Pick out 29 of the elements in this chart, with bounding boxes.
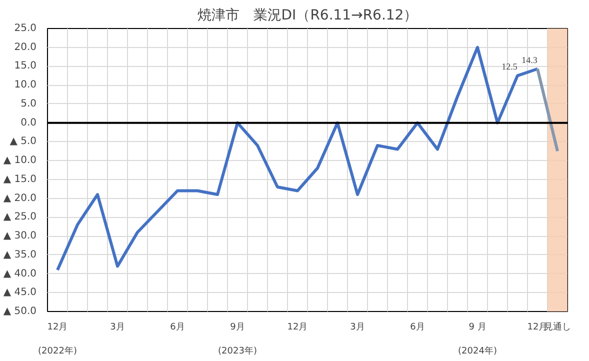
x-tick-label: 6月 [170, 322, 185, 332]
x-tick-label: 12月 [287, 322, 308, 332]
y-tick-label: ▲ 20.0 [3, 192, 37, 204]
y-tick-label: 10.0 [14, 80, 36, 91]
y-tick-label: ▲ 40.0 [3, 268, 37, 280]
x-tick-label: 6月 [410, 322, 425, 332]
x-tick-label: 見通し [544, 322, 571, 332]
category-label: 9 月 (2024年) [458, 322, 497, 356]
line-series [56, 46, 539, 272]
y-tick-label: 25.0 [14, 23, 36, 34]
y-tick-label: 20.0 [14, 42, 36, 53]
y-tick-label: ▲ 10.0 [3, 155, 37, 166]
y-tick-label: ▲ 5.0 [10, 136, 37, 148]
category-label: 9月 (2023年) [218, 322, 257, 356]
x-tick-label: 3月 [350, 322, 365, 332]
y-tick-label: ▲ 25.0 [3, 212, 37, 223]
y-tick-label: ▲ 50.0 [3, 306, 37, 317]
y-tick-label: 15.0 [14, 60, 36, 72]
y-tick-label: ▲ 45.0 [3, 287, 37, 298]
y-tick-label: 0.0 [20, 117, 37, 128]
y-tick-label: ▲ 30.0 [3, 230, 37, 242]
category-label: 12月 (2022年) [38, 322, 77, 356]
y-tick-label: ▲ 35.0 [3, 249, 37, 260]
y-tick-label: ▲ 15.0 [3, 174, 37, 185]
x-tick-label: 3月 [110, 322, 125, 332]
data-label: 14.3 [522, 54, 538, 65]
data-label: 12.5 [502, 62, 518, 72]
y-tick-label: 5.0 [20, 98, 37, 110]
chart-title: 焼津市 業況DI（R6.11→R6.12） [197, 8, 418, 24]
